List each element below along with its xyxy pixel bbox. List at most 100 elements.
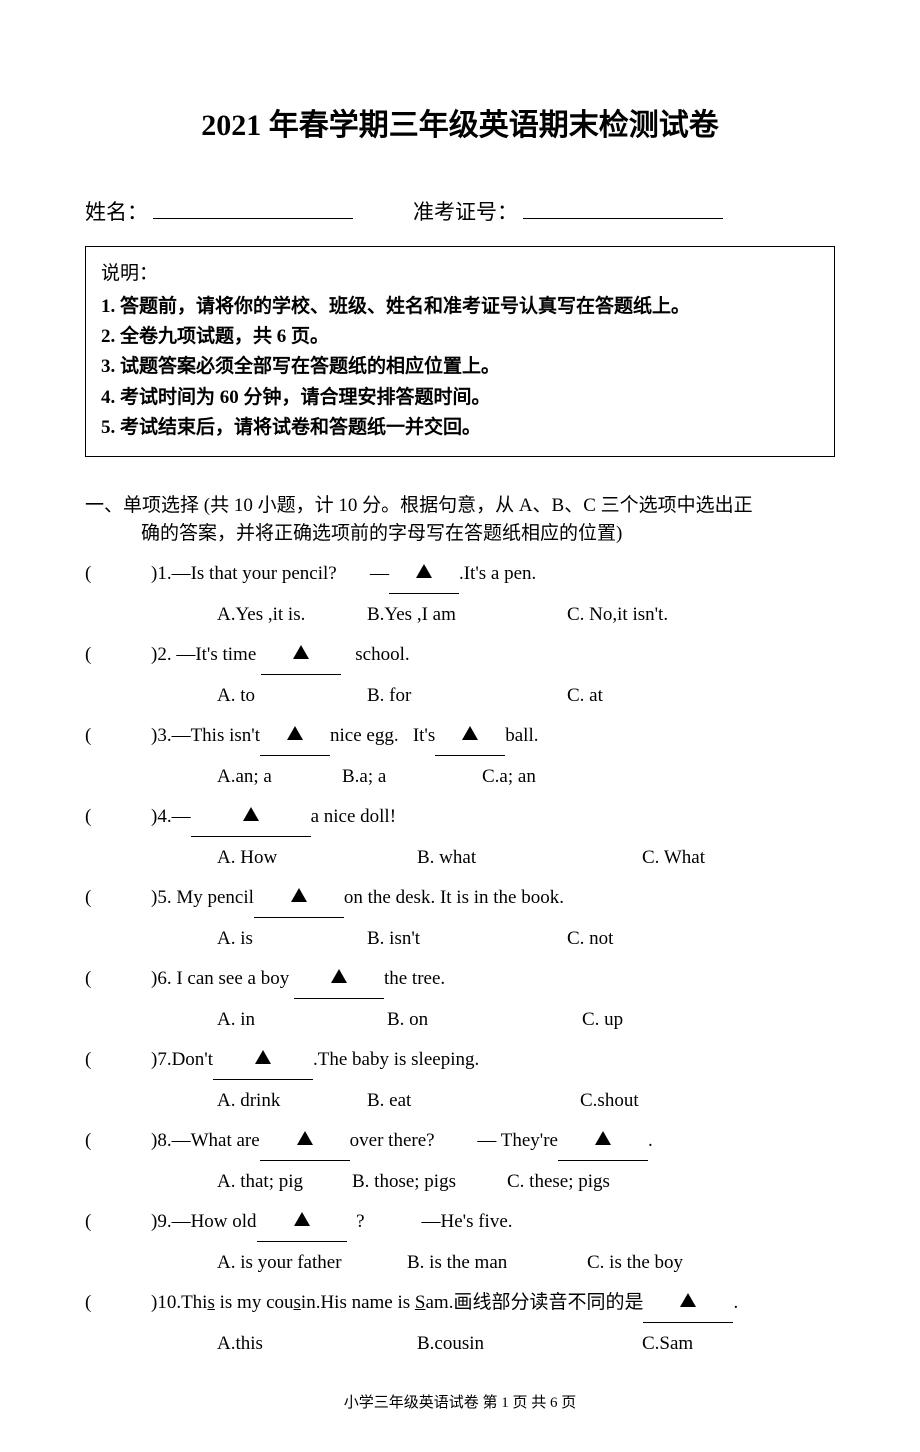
- paren-open: (: [85, 1122, 103, 1161]
- options-row: A. drinkB. eatC.shout: [85, 1082, 835, 1120]
- question-row: ()10.This is my cousin.His name is Sam.画…: [85, 1284, 835, 1323]
- answer-blank[interactable]: [260, 1122, 350, 1161]
- question-prompt: —It's time school.: [172, 636, 410, 675]
- ticket-label: 准考证号：: [413, 196, 518, 226]
- page-footer: 小学三年级英语试卷 第 1 页 共 6 页: [85, 1391, 835, 1412]
- question-prompt: —How old ? —He's five.: [172, 1203, 513, 1242]
- answer-blank[interactable]: [558, 1122, 648, 1161]
- options-row: A. that; pigB. those; pigsC. these; pigs: [85, 1163, 835, 1201]
- option-b: B. on: [387, 1001, 582, 1039]
- questions-block: ()1.—Is that your pencil? — .It's a pen.…: [85, 555, 835, 1363]
- option-c: C. at: [567, 677, 647, 715]
- instruction-line: 1. 答题前，请将你的学校、班级、姓名和准考证号认真写在答题纸上。: [101, 292, 819, 322]
- question-row: ()3.—This isn't nice egg. It's ball.: [85, 717, 835, 756]
- page-title: 2021 年春学期三年级英语期末检测试卷: [85, 100, 835, 144]
- triangle-icon: [462, 726, 478, 740]
- triangle-icon: [331, 969, 347, 983]
- answer-blank[interactable]: [260, 717, 330, 756]
- question-prompt: —What are over there? — They're .: [172, 1122, 653, 1161]
- question-number: 4.: [157, 798, 171, 837]
- instruction-line: 5. 考试结束后，请将试卷和答题纸一并交回。: [101, 413, 819, 443]
- options-row: A. is your fatherB. is the manC. is the …: [85, 1244, 835, 1282]
- option-a: A. is your father: [217, 1244, 407, 1282]
- instructions-heading: 说明：: [101, 259, 819, 289]
- options-row: A. isB. isn'tC. not: [85, 920, 835, 958]
- option-c: C.shout: [580, 1082, 660, 1120]
- option-a: A. is: [217, 920, 367, 958]
- options-row: A.an; aB.a; aC.a; an: [85, 758, 835, 796]
- question-number: 5.: [157, 879, 171, 918]
- triangle-icon: [287, 726, 303, 740]
- question-row: ()2. —It's time school.: [85, 636, 835, 675]
- option-a: A. that; pig: [217, 1163, 352, 1201]
- student-meta-row: 姓名： 准考证号：: [85, 194, 835, 226]
- answer-blank[interactable]: [191, 798, 311, 837]
- instruction-line: 3. 试题答案必须全部写在答题纸的相应位置上。: [101, 352, 819, 382]
- answer-blank[interactable]: [261, 636, 341, 675]
- option-a: A.an; a: [217, 758, 342, 796]
- name-blank[interactable]: [153, 194, 353, 219]
- section-header-line1: 一、单项选择 (共 10 小题，计 10 分。根据句意，从 A、B、C 三个选项…: [85, 492, 835, 521]
- options-row: A. inB. onC. up: [85, 1001, 835, 1039]
- paren-open: (: [85, 960, 103, 999]
- option-a: A. to: [217, 677, 367, 715]
- question-number: 1.: [157, 555, 171, 594]
- question-number: 6.: [157, 960, 171, 999]
- paren-open: (: [85, 717, 103, 756]
- triangle-icon: [293, 645, 309, 659]
- answer-blank[interactable]: [257, 1203, 347, 1242]
- option-b: B.a; a: [342, 758, 482, 796]
- answer-blank[interactable]: [254, 879, 344, 918]
- answer-blank[interactable]: [294, 960, 384, 999]
- answer-blank[interactable]: [213, 1041, 313, 1080]
- section-one-header: 一、单项选择 (共 10 小题，计 10 分。根据句意，从 A、B、C 三个选项…: [85, 492, 835, 549]
- question-number: 8.: [157, 1122, 171, 1161]
- question-row: ()4.— a nice doll!: [85, 798, 835, 837]
- option-b: B. is the man: [407, 1244, 587, 1282]
- triangle-icon: [255, 1050, 271, 1064]
- options-row: A. HowB. whatC. What: [85, 839, 835, 877]
- paren-open: (: [85, 1041, 103, 1080]
- answer-blank[interactable]: [389, 555, 459, 594]
- option-a: A. drink: [217, 1082, 367, 1120]
- option-c: C. not: [567, 920, 647, 958]
- option-a: A.Yes ,it is.: [217, 596, 367, 634]
- paren-open: (: [85, 555, 103, 594]
- triangle-icon: [294, 1212, 310, 1226]
- ticket-blank[interactable]: [523, 194, 723, 219]
- options-row: A.thisB.cousinC.Sam: [85, 1325, 835, 1363]
- question-prompt: Don't .The baby is sleeping.: [172, 1041, 480, 1080]
- option-c: C. is the boy: [587, 1244, 717, 1282]
- question-row: ()9.—How old ? —He's five.: [85, 1203, 835, 1242]
- option-b: B. for: [367, 677, 567, 715]
- instruction-line: 2. 全卷九项试题，共 6 页。: [101, 322, 819, 352]
- option-c: C. up: [582, 1001, 662, 1039]
- option-a: A. in: [217, 1001, 387, 1039]
- question-number: 2.: [157, 636, 171, 675]
- options-row: A.Yes ,it is.B.Yes ,I amC. No,it isn't.: [85, 596, 835, 634]
- question-row: ()7.Don't .The baby is sleeping.: [85, 1041, 835, 1080]
- option-b: B. isn't: [367, 920, 567, 958]
- triangle-icon: [680, 1293, 696, 1307]
- question-number: 3.: [157, 717, 171, 756]
- option-c: C. No,it isn't.: [567, 596, 727, 634]
- option-c: C.Sam: [642, 1325, 722, 1363]
- paren-open: (: [85, 1284, 103, 1323]
- option-b: B.Yes ,I am: [367, 596, 567, 634]
- question-prompt: — a nice doll!: [172, 798, 396, 837]
- instruction-line: 4. 考试时间为 60 分钟，请合理安排答题时间。: [101, 383, 819, 413]
- triangle-icon: [291, 888, 307, 902]
- paren-open: (: [85, 879, 103, 918]
- question-prompt: This is my cousin.His name is Sam.画线部分读音…: [181, 1284, 738, 1323]
- answer-blank[interactable]: [435, 717, 505, 756]
- question-number: 9.: [157, 1203, 171, 1242]
- question-row: ()5. My pencil on the desk. It is in the…: [85, 879, 835, 918]
- answer-blank[interactable]: [643, 1284, 733, 1323]
- question-row: ()8.—What are over there? — They're .: [85, 1122, 835, 1161]
- section-header-line2: 确的答案，并将正确选项前的字母写在答题纸相应的位置): [85, 520, 835, 549]
- question-prompt: I can see a boy the tree.: [172, 960, 446, 999]
- option-b: B. what: [417, 839, 642, 877]
- question-row: ()6. I can see a boy the tree.: [85, 960, 835, 999]
- name-label: 姓名：: [85, 196, 148, 226]
- option-c: C. What: [642, 839, 742, 877]
